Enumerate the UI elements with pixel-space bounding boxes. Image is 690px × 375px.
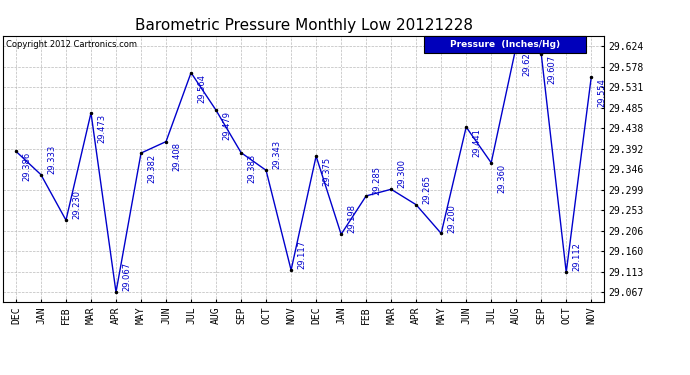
Text: Pressure  (Inches/Hg): Pressure (Inches/Hg) xyxy=(450,40,560,49)
Text: 29.554: 29.554 xyxy=(598,78,607,107)
Text: 29.117: 29.117 xyxy=(297,240,306,269)
Text: 29.343: 29.343 xyxy=(273,140,282,170)
Text: 29.624: 29.624 xyxy=(522,47,531,76)
Text: 29.198: 29.198 xyxy=(347,204,356,233)
Text: 29.200: 29.200 xyxy=(447,204,456,232)
FancyBboxPatch shape xyxy=(424,36,586,53)
Text: Copyright 2012 Cartronics.com: Copyright 2012 Cartronics.com xyxy=(6,40,137,49)
Text: 29.607: 29.607 xyxy=(547,55,556,84)
Text: 29.408: 29.408 xyxy=(172,142,181,171)
Text: 29.265: 29.265 xyxy=(422,175,431,204)
Text: 29.479: 29.479 xyxy=(222,111,231,140)
Text: 29.473: 29.473 xyxy=(97,114,106,143)
Text: 29.382: 29.382 xyxy=(147,154,156,183)
Text: 29.375: 29.375 xyxy=(322,157,331,186)
Text: 29.230: 29.230 xyxy=(72,190,81,219)
Text: 29.383: 29.383 xyxy=(247,153,256,183)
Text: 29.360: 29.360 xyxy=(497,164,506,193)
Text: 29.112: 29.112 xyxy=(573,243,582,272)
Text: 29.564: 29.564 xyxy=(197,74,206,103)
Text: 29.285: 29.285 xyxy=(373,166,382,195)
Text: 29.067: 29.067 xyxy=(122,262,131,291)
Text: 29.386: 29.386 xyxy=(22,152,31,182)
Text: 29.441: 29.441 xyxy=(473,128,482,157)
Title: Barometric Pressure Monthly Low 20121228: Barometric Pressure Monthly Low 20121228 xyxy=(135,18,473,33)
Text: 29.333: 29.333 xyxy=(47,145,56,174)
Text: 29.300: 29.300 xyxy=(397,159,406,188)
